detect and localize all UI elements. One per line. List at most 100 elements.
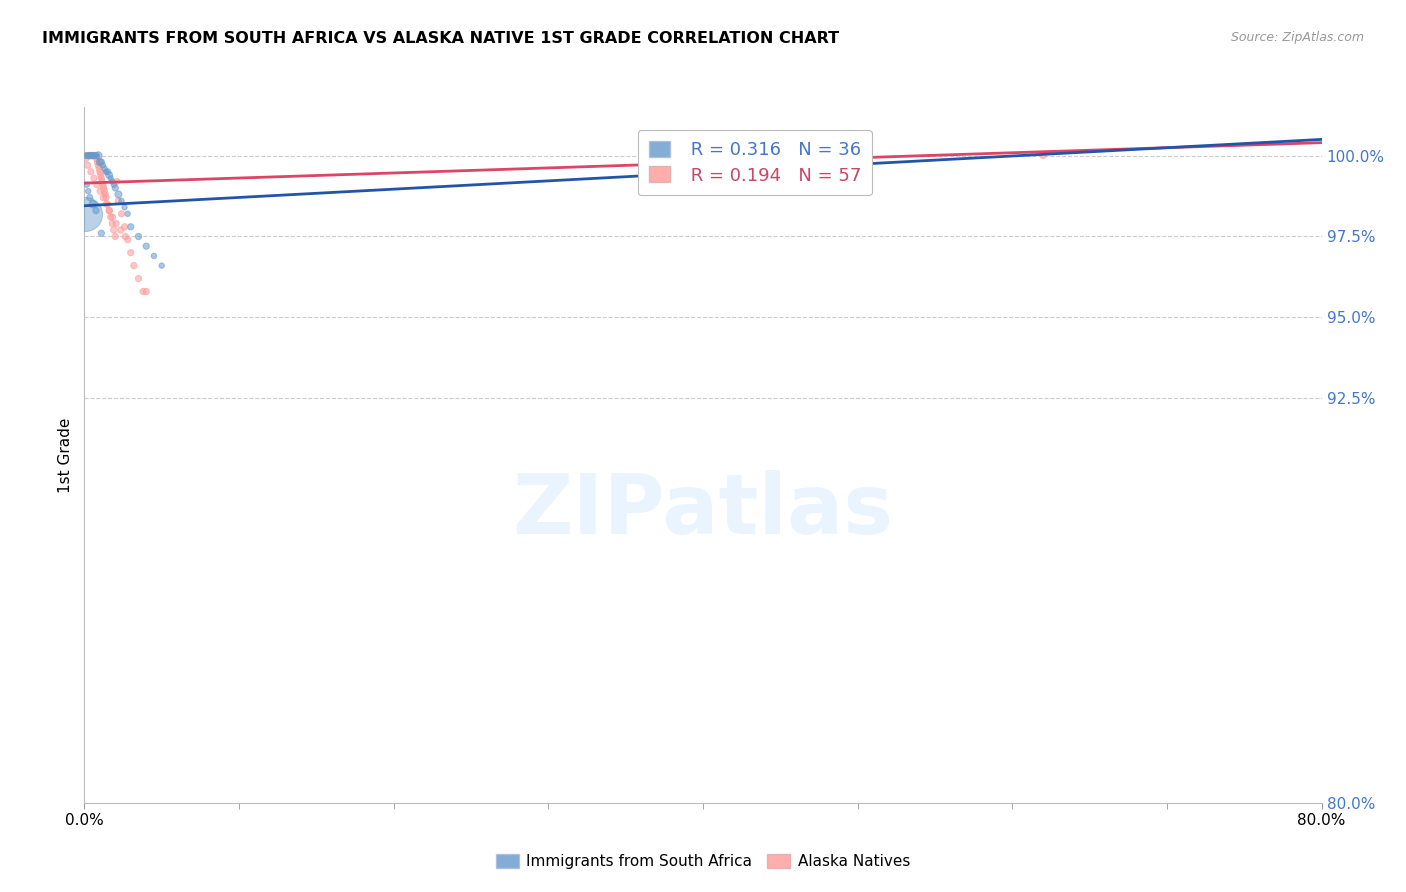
Point — [77, 148, 100, 162]
Point — [114, 219, 136, 234]
Point — [90, 155, 112, 169]
Point — [87, 161, 110, 176]
Point — [110, 223, 132, 237]
Point — [143, 249, 166, 263]
Point — [79, 148, 101, 162]
Point — [79, 148, 101, 162]
Point — [110, 207, 132, 221]
Point — [83, 148, 105, 162]
Point — [107, 187, 129, 202]
Point — [94, 165, 117, 179]
Point — [91, 174, 114, 188]
Point — [100, 210, 122, 224]
Point — [93, 181, 115, 195]
Point — [122, 259, 145, 273]
Point — [132, 285, 155, 299]
Point — [128, 229, 150, 244]
Point — [104, 229, 127, 244]
Point — [91, 191, 114, 205]
Point — [114, 229, 136, 244]
Point — [93, 184, 115, 198]
Point — [93, 161, 115, 176]
Point — [87, 158, 110, 172]
Point — [117, 207, 139, 221]
Point — [97, 165, 120, 179]
Point — [101, 210, 124, 224]
Point — [1032, 148, 1054, 162]
Point — [75, 148, 97, 162]
Point — [94, 187, 117, 202]
Point — [87, 148, 110, 162]
Point — [100, 171, 122, 186]
Point — [96, 197, 118, 211]
Text: ZIPatlas: ZIPatlas — [513, 470, 893, 551]
Point — [75, 152, 97, 166]
Point — [79, 148, 101, 162]
Point — [101, 174, 124, 188]
Text: IMMIGRANTS FROM SOUTH AFRICA VS ALASKA NATIVE 1ST GRADE CORRELATION CHART: IMMIGRANTS FROM SOUTH AFRICA VS ALASKA N… — [42, 31, 839, 46]
Point — [82, 148, 104, 162]
Point — [76, 148, 98, 162]
Point — [114, 200, 136, 214]
Point — [815, 148, 838, 162]
Point — [117, 233, 139, 247]
Point — [82, 148, 104, 162]
Point — [82, 197, 104, 211]
Point — [128, 271, 150, 285]
Point — [97, 197, 120, 211]
Point — [90, 168, 112, 182]
Point — [91, 178, 114, 192]
Point — [120, 245, 142, 260]
Point — [86, 178, 108, 192]
Point — [76, 178, 98, 192]
Point — [89, 155, 111, 169]
Point — [89, 165, 111, 179]
Point — [83, 171, 105, 186]
Point — [101, 217, 124, 231]
Point — [79, 191, 101, 205]
Point — [82, 148, 104, 162]
Point — [90, 171, 112, 186]
Point — [77, 184, 100, 198]
Point — [77, 148, 100, 162]
Point — [120, 219, 142, 234]
Point — [80, 165, 103, 179]
Point — [86, 148, 108, 162]
Point — [84, 148, 107, 162]
Point — [105, 174, 128, 188]
Point — [104, 181, 127, 195]
Text: Source: ZipAtlas.com: Source: ZipAtlas.com — [1230, 31, 1364, 45]
Point — [86, 155, 108, 169]
Point — [89, 184, 111, 198]
Point — [107, 194, 129, 208]
Point — [98, 203, 121, 218]
Point — [98, 168, 121, 182]
Point — [75, 148, 97, 162]
Point — [98, 203, 121, 218]
Point — [103, 178, 125, 192]
Point — [90, 226, 112, 240]
Y-axis label: 1st Grade: 1st Grade — [58, 417, 73, 492]
Legend:  R = 0.316   N = 36,  R = 0.194   N = 57: R = 0.316 N = 36, R = 0.194 N = 57 — [638, 130, 872, 195]
Point — [83, 148, 105, 162]
Point — [105, 217, 128, 231]
Point — [91, 158, 114, 172]
Point — [84, 148, 107, 162]
Point — [80, 148, 103, 162]
Legend: Immigrants from South Africa, Alaska Natives: Immigrants from South Africa, Alaska Nat… — [489, 848, 917, 875]
Point — [75, 207, 97, 221]
Point — [83, 148, 105, 162]
Point — [135, 285, 157, 299]
Point — [84, 203, 107, 218]
Point — [76, 158, 98, 172]
Point — [110, 194, 132, 208]
Point — [76, 148, 98, 162]
Point — [77, 148, 100, 162]
Point — [135, 239, 157, 253]
Point — [150, 259, 173, 273]
Point — [94, 191, 117, 205]
Point — [84, 148, 107, 162]
Point — [103, 223, 125, 237]
Point — [86, 152, 108, 166]
Point — [76, 148, 98, 162]
